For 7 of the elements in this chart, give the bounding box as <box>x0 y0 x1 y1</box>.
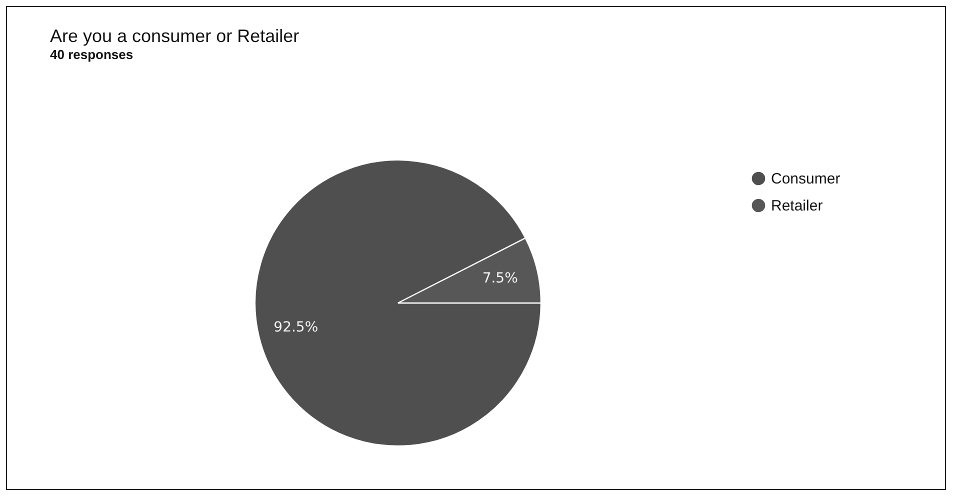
text: 40 responses <box>50 47 134 62</box>
legend-label: Retailer <box>771 198 823 214</box>
data-label: 92.5% <box>274 320 318 336</box>
legend-label: Consumer <box>771 170 840 188</box>
chart-title: Are you a consumer or Retailer <box>50 26 300 46</box>
data-label: 7.5% <box>482 270 518 286</box>
pie-slice <box>254 160 542 447</box>
